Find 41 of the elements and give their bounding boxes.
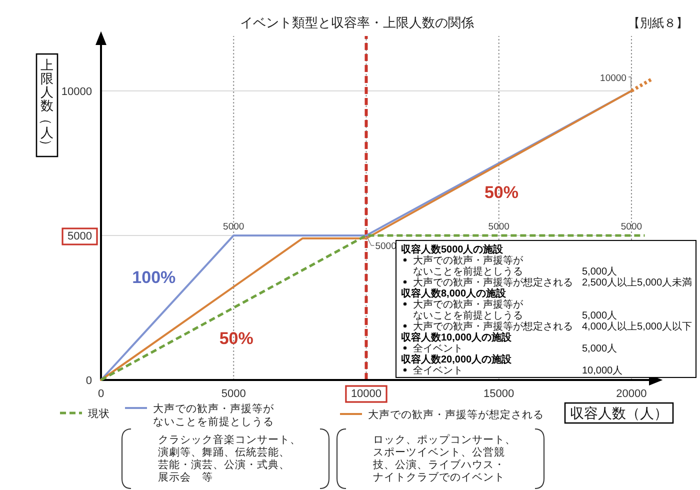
x-tick-label: 0	[98, 388, 104, 400]
y-tick-label: 10000	[61, 86, 92, 98]
annotation: 大声での歓声・声援等がないことを前提としうる	[413, 298, 524, 322]
legend-label: 大声での歓声・声援等が想定される	[368, 408, 544, 421]
legend-label: 現状	[88, 408, 110, 420]
annotation: 全イベント	[413, 342, 463, 354]
y-axis-title: 上限人数（人）	[39, 57, 54, 152]
annotation: 5,000人	[582, 266, 618, 278]
annotation: 5,000人	[582, 310, 618, 322]
annotation: 大声での歓声・声援等がないことを前提としうる	[413, 254, 524, 278]
annotation: 収容人数5000人の施設	[401, 243, 504, 256]
data-label: 5000	[223, 221, 244, 232]
annotation: 収容人数8,000人の施設	[401, 287, 508, 300]
annotation: 大声での歓声・声援等が想定される	[413, 276, 573, 288]
data-label: 5000	[488, 221, 510, 232]
x-tick-label: 15000	[484, 388, 514, 400]
annotation: 50%	[484, 183, 518, 202]
x-tick-label: 20000	[616, 388, 647, 400]
data-label: 5000	[375, 240, 396, 252]
annotation: 100%	[132, 268, 176, 287]
text: ロック、ポップコンサート、スポーツイベント、公営競技、公演、ライブハウス・ナイトクラブでのイベント	[372, 433, 516, 484]
y-tick-label: 5000	[68, 230, 92, 242]
annotation: 10,000人	[582, 365, 623, 376]
annotation: 収容人数20,000人の施設	[401, 353, 513, 366]
annotation: 収容人数10,000人の施設	[401, 331, 513, 344]
annotation: 50%	[219, 329, 254, 348]
annotation: 5,000人	[582, 343, 618, 354]
data-label: 10000	[600, 72, 626, 84]
annotation: 大声での歓声・声援等が想定される	[413, 320, 573, 332]
y-tick-label: 0	[86, 375, 92, 387]
x-tick-label: 5000	[221, 388, 246, 400]
chart-title: イベント類型と収容率・上限人数の関係	[240, 15, 474, 30]
annotation: 全イベント	[413, 364, 463, 376]
x-tick-label: 10000	[350, 388, 382, 400]
text: クラシック音楽コンサート、演劇等、舞踊、伝統芸能、芸能・演芸、公演・式典、展示会 等	[158, 433, 301, 484]
annotation: 2,500人以上5,000人未満	[582, 276, 692, 288]
text: 【別紙８】	[628, 16, 688, 30]
annotation: 4,000人以上5,000人以下	[582, 320, 692, 332]
data-label: 5000	[620, 221, 642, 232]
x-axis-title: 収容人数（人）	[570, 405, 668, 421]
legend-label: 大声での歓声・声援等がないことを前提としうる	[153, 402, 275, 428]
